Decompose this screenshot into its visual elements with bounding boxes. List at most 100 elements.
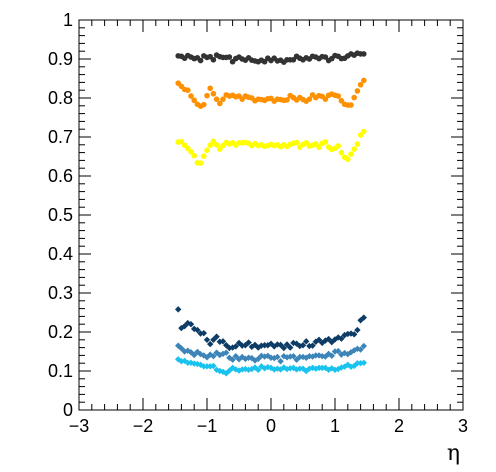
data-point [210,362,217,370]
x-tick-label: 0 [266,416,276,436]
x-tick-label: −1 [197,416,218,436]
series-0 [175,50,367,65]
data-point [361,51,367,57]
data-point [223,349,230,356]
data-point [290,352,297,360]
data-point [207,340,214,348]
data-point [226,54,233,60]
data-point [354,326,361,334]
data-point [274,353,281,361]
data-point [345,156,351,163]
data-point [360,359,367,367]
data-point [357,346,364,353]
data-point [175,306,182,313]
data-marks [175,50,367,377]
x-axis-label: η [447,441,460,466]
data-point [361,77,367,84]
x-tick-label: −3 [69,416,90,436]
y-tick-label: 1 [63,10,73,30]
data-point [280,344,287,352]
data-point [348,102,354,108]
x-tick-label: 3 [458,416,468,436]
series-1 [175,77,367,109]
data-point [188,93,194,99]
axis-ticks [78,19,464,411]
data-point [187,359,195,367]
y-tick-label: 0.1 [48,361,73,381]
data-point [213,333,220,340]
data-point [351,331,358,338]
data-point [322,139,329,145]
data-point [213,142,220,148]
data-point [219,338,227,345]
data-point [351,146,358,152]
data-point [361,128,367,135]
y-tick-label: 0.9 [48,49,73,69]
data-point [309,342,316,349]
data-point [328,352,335,359]
data-point [322,96,329,102]
series-3 [175,306,367,352]
data-point [219,368,227,375]
data-point [335,93,342,99]
x-tick-labels: −3 −2 −1 0 1 2 3 [69,416,468,436]
data-point [187,349,195,356]
data-point [210,56,217,63]
data-point [348,151,354,157]
data-point [207,142,213,148]
data-point [299,342,307,349]
data-point [255,366,262,374]
data-point [210,352,217,360]
series-2 [175,128,367,166]
y-tick-labels: 0 0.1 0.2 0.3 0.4 0.5 0.6 0.7 0.8 0.9 1 [48,10,73,420]
data-point [338,149,345,156]
data-point [210,90,217,97]
series-5 [175,356,367,377]
data-point [338,335,345,342]
data-point [203,336,211,343]
y-tick-label: 0.8 [48,88,73,108]
data-point [360,314,367,321]
data-point [201,101,207,108]
x-tick-label: 1 [330,416,340,436]
data-point [191,152,197,159]
data-point [277,358,284,365]
data-point [306,96,313,102]
data-point [245,339,252,346]
data-point [213,96,220,102]
x-tick-label: −2 [133,416,154,436]
data-point [197,57,204,64]
data-point [207,85,213,92]
data-point [203,354,211,361]
y-tick-label: 0.4 [48,244,73,264]
data-point [187,321,195,328]
data-point [360,342,367,350]
data-point [287,344,294,351]
data-point [197,160,204,166]
data-point [284,97,290,103]
data-point [354,88,361,94]
data-point [204,147,210,154]
y-tick-label: 0.3 [48,283,73,303]
y-tick-label: 0.5 [48,205,73,225]
data-point [335,347,342,355]
plot-frame [78,19,464,411]
data-point [188,149,194,155]
data-point [194,326,201,334]
data-point [204,92,210,99]
data-point [351,94,358,101]
data-point [220,96,226,102]
data-point [232,343,239,350]
y-tick-label: 0.2 [48,322,73,342]
data-point [217,100,223,107]
data-point [200,329,207,337]
x-tick-label: 2 [394,416,404,436]
data-point [185,87,191,93]
data-point [229,356,236,363]
data-point [357,81,364,88]
y-tick-label: 0 [63,400,73,420]
data-point [293,139,300,146]
data-point [191,97,197,104]
series-4 [175,342,367,365]
